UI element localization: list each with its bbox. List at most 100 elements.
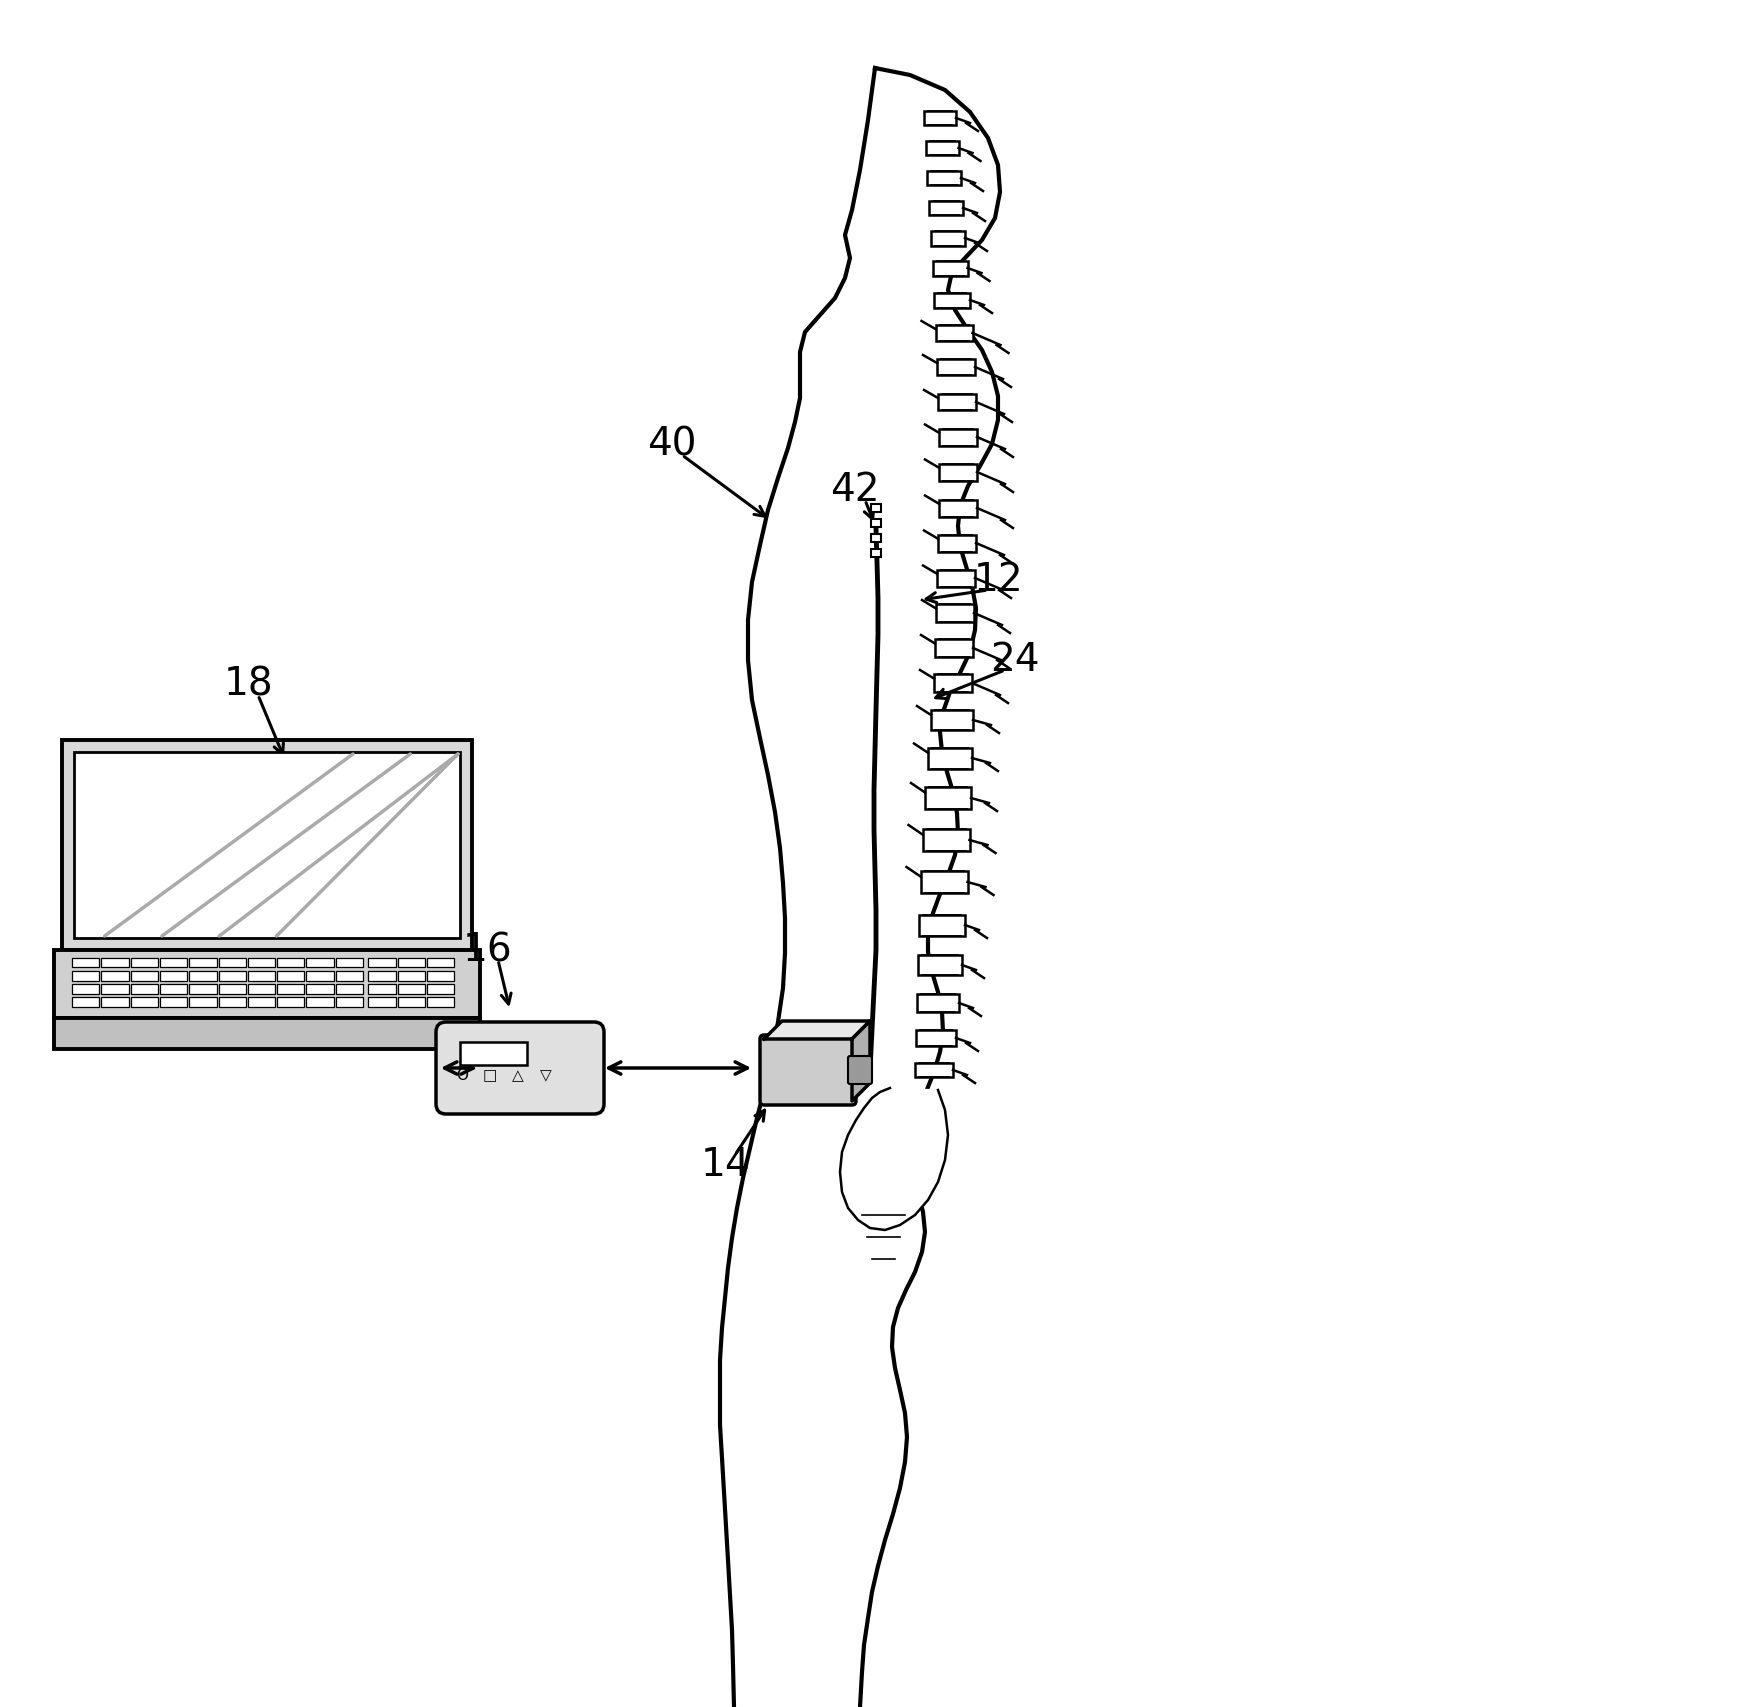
Bar [72,997,100,1007]
Text: 40: 40 [648,427,697,464]
Bar [219,997,245,1007]
Bar [939,464,977,480]
Bar [249,997,275,1007]
Bar [159,958,187,968]
Bar [219,958,245,968]
Bar [935,324,972,341]
Bar [935,638,974,657]
Bar [189,997,217,1007]
Bar [189,985,217,993]
Bar [102,971,128,980]
Bar [870,519,881,527]
Bar [918,954,961,975]
Text: 24: 24 [991,642,1040,679]
Text: 18: 18 [222,666,273,703]
Bar [870,550,881,556]
FancyBboxPatch shape [436,1022,604,1115]
Bar [72,958,100,968]
Bar [249,985,275,993]
Bar [306,997,334,1007]
Bar [306,971,334,980]
Bar [916,1029,956,1046]
Bar [368,997,396,1007]
Bar [397,958,425,968]
Polygon shape [763,1021,870,1040]
Bar [427,997,454,1007]
Bar [336,997,362,1007]
Bar [870,504,881,512]
Bar [102,958,128,968]
Bar [937,358,975,376]
Bar [870,534,881,543]
Bar [939,394,975,410]
Bar [277,971,305,980]
Polygon shape [853,1021,870,1101]
Bar [249,958,275,968]
Bar [306,958,334,968]
Bar [925,111,956,125]
Bar [427,971,454,980]
Polygon shape [720,68,1000,1707]
Bar [918,993,960,1012]
FancyBboxPatch shape [760,1034,856,1104]
Bar [368,958,396,968]
Bar [102,997,128,1007]
Bar [932,230,965,246]
Bar [939,500,977,517]
Bar [939,428,977,446]
Bar [219,971,245,980]
Text: 12: 12 [974,562,1023,599]
Bar [939,534,975,551]
Bar [159,971,187,980]
Bar [131,997,158,1007]
Bar [928,748,972,768]
Bar [916,1063,953,1077]
Bar [368,985,396,993]
Bar [54,1017,480,1050]
Text: △: △ [511,1069,524,1084]
Bar [277,997,305,1007]
Bar [277,958,305,968]
Bar [932,710,974,731]
Bar [933,674,972,691]
Text: O: O [455,1069,468,1084]
Bar [189,958,217,968]
Bar [933,261,968,275]
Bar [306,985,334,993]
Bar [926,171,961,184]
Bar [937,604,974,621]
Bar [923,830,970,852]
Bar [930,201,963,215]
FancyBboxPatch shape [61,741,473,951]
Bar [72,971,100,980]
Polygon shape [840,1087,947,1231]
Bar [933,292,970,307]
Bar [926,142,958,155]
Bar [72,985,100,993]
Bar [921,871,968,893]
Bar [131,958,158,968]
Bar [102,985,128,993]
Bar [925,787,972,809]
Bar [277,985,305,993]
Bar [336,958,362,968]
Bar [427,958,454,968]
Bar [159,985,187,993]
Bar [74,753,461,939]
Bar [461,1041,527,1065]
Bar [336,971,362,980]
Bar [131,985,158,993]
Bar [368,971,396,980]
Bar [427,985,454,993]
Bar [219,985,245,993]
Bar [336,985,362,993]
Bar [397,985,425,993]
Bar [397,997,425,1007]
Bar [937,570,975,587]
Bar [131,971,158,980]
Text: 16: 16 [462,930,513,970]
Bar [919,915,965,935]
FancyBboxPatch shape [847,1057,872,1084]
Bar [397,971,425,980]
Bar [249,971,275,980]
